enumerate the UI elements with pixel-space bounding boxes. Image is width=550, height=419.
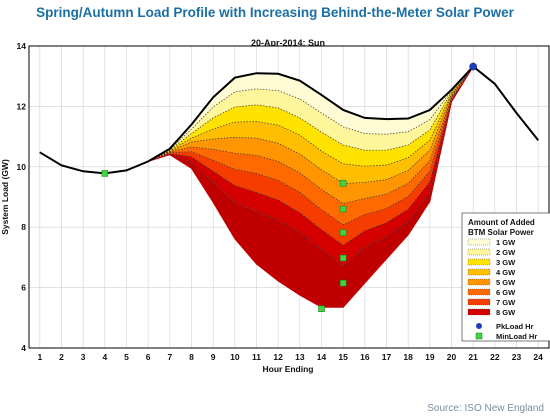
- legend-swatch: [467, 288, 491, 296]
- legend-min-load-marker: [475, 332, 483, 340]
- legend-title-line: BTM Solar Power: [468, 228, 534, 237]
- legend-swatch: [467, 298, 491, 306]
- x-axis-label: Hour Ending: [263, 364, 314, 374]
- min-load-marker: [339, 205, 347, 213]
- legend: Amount of Added BTM Solar Power 1 GW2 GW3…: [461, 212, 550, 342]
- y-axis-label: System Load (GW): [0, 159, 10, 235]
- legend-title-line: Amount of Added: [468, 218, 535, 227]
- x-tick-label: 19: [425, 352, 435, 362]
- legend-box: [461, 212, 550, 342]
- x-tick-label: 1: [37, 352, 42, 362]
- x-tick-label: 8: [189, 352, 194, 362]
- x-tick-label: 12: [273, 352, 283, 362]
- min-load-marker: [318, 305, 325, 312]
- legend-pk-load-marker: [476, 323, 482, 329]
- legend-swatch: [467, 238, 491, 246]
- x-tick-label: 4: [102, 352, 107, 362]
- x-tick-label: 11: [252, 352, 261, 362]
- legend-label: MinLoad Hr: [496, 332, 537, 341]
- series-line-base-load: [39, 65, 539, 175]
- band-3-gw: [39, 66, 539, 174]
- x-tick-label: 18: [403, 352, 413, 362]
- band-6-gw: [39, 66, 539, 225]
- y-tick-label: 14: [17, 41, 27, 51]
- legend-label: 6 GW: [496, 288, 516, 297]
- legend-label: 7 GW: [496, 298, 516, 307]
- x-tick-label: 15: [338, 352, 348, 362]
- x-tick-label: 7: [167, 352, 172, 362]
- x-tick-label: 9: [211, 352, 216, 362]
- min-load-marker: [101, 170, 109, 177]
- x-tick-label: 3: [81, 352, 86, 362]
- legend-label: PkLoad Hr: [496, 322, 534, 331]
- legend-label: 4 GW: [496, 268, 516, 277]
- band-1-gw: [39, 66, 539, 174]
- legend-label: 2 GW: [496, 248, 516, 257]
- y-tick-label: 6: [21, 283, 26, 293]
- y-tick-label: 12: [17, 101, 27, 111]
- x-tick-label: 5: [124, 352, 129, 362]
- x-tick-label: 20: [447, 352, 457, 362]
- min-load-marker: [339, 180, 347, 187]
- legend-swatch: [467, 308, 491, 316]
- legend-swatch: [467, 268, 491, 276]
- y-tick-label: 10: [17, 162, 27, 172]
- x-tick-label: 24: [533, 352, 543, 362]
- x-tick-label: 14: [317, 352, 327, 362]
- min-load-marker: [339, 254, 347, 262]
- pk-load-marker: [469, 62, 478, 71]
- plot-frame: [28, 45, 550, 349]
- min-load-marker: [339, 279, 347, 287]
- legend-title: Amount of Added BTM Solar Power: [468, 218, 535, 237]
- band-4-gw: [39, 66, 539, 184]
- band-5-gw: [39, 66, 539, 204]
- legend-label: 8 GW: [496, 308, 516, 317]
- x-tick-label: 2: [59, 352, 64, 362]
- source-note: Source: ISO New England: [427, 403, 544, 414]
- x-tick-label: 17: [382, 352, 392, 362]
- min-load-marker: [339, 229, 347, 236]
- x-tick-label: 13: [295, 352, 305, 362]
- x-tick-label: 23: [512, 352, 522, 362]
- x-tick-label: 22: [490, 352, 500, 362]
- legend-swatch: [467, 258, 491, 266]
- x-tick-label: 6: [146, 352, 151, 362]
- y-tick-label: 8: [21, 222, 26, 232]
- legend-swatch: [467, 248, 491, 256]
- band-7-gw: [39, 66, 539, 246]
- legend-swatch: [467, 278, 491, 286]
- chart-subtitle: 20-Apr-2014; Sun: [251, 38, 325, 48]
- x-tick-label: 10: [230, 352, 240, 362]
- y-tick-label: 4: [21, 343, 26, 353]
- x-tick-label: 16: [360, 352, 370, 362]
- band-bottom: [39, 66, 539, 308]
- legend-label: 5 GW: [496, 278, 516, 287]
- legend-label: 3 GW: [496, 258, 516, 267]
- legend-label: 1 GW: [496, 238, 516, 247]
- x-tick-label: 21: [468, 352, 478, 362]
- chart-title: Spring/Autumn Load Profile with Increasi…: [36, 5, 515, 20]
